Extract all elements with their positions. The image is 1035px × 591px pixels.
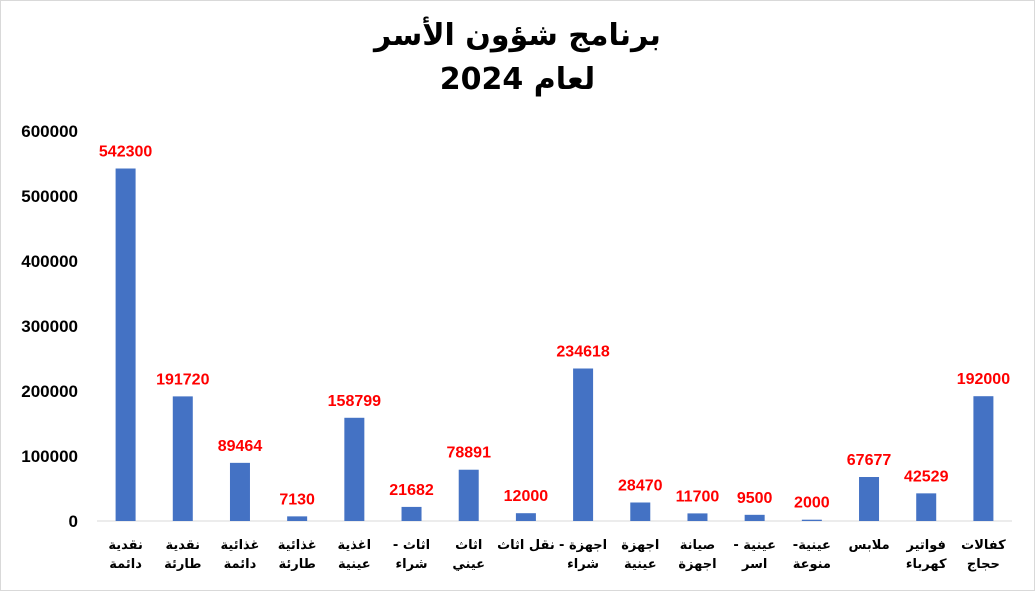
x-tick-label: عيني: [452, 557, 485, 572]
bar: [458, 469, 479, 521]
x-tick-label: حجاج: [967, 557, 1000, 572]
bar: [344, 417, 365, 521]
y-tick-label: 200000: [21, 382, 78, 401]
chart-subtitle: لعام 2024: [439, 62, 596, 97]
y-tick-label: 400000: [21, 252, 78, 271]
chart-title: برنامج شؤون الأسر: [374, 18, 661, 53]
x-tick-label: شراء: [396, 557, 428, 572]
bar: [744, 514, 765, 521]
bar: [973, 396, 994, 521]
data-label: 78891: [446, 445, 491, 462]
x-tick-label: كهرباء: [906, 557, 947, 572]
x-tick-label: اجهزة: [678, 557, 716, 572]
data-label: 158799: [328, 393, 381, 410]
x-tick-label: غذائية: [278, 538, 317, 553]
data-label: 12000: [504, 488, 549, 505]
data-label: 192000: [957, 371, 1010, 388]
y-tick-label: 600000: [21, 122, 78, 141]
y-tick-label: 500000: [21, 187, 78, 206]
y-tick-label: 0: [69, 512, 78, 531]
y-tick-label: 300000: [21, 317, 78, 336]
x-tick-label: شراء: [567, 557, 599, 572]
bar: [916, 493, 937, 521]
bar: [287, 516, 308, 521]
x-tick-label: دائمة: [109, 557, 142, 572]
data-label: 11700: [676, 488, 720, 505]
x-tick-label: عينية: [624, 557, 657, 572]
bar: [401, 506, 422, 521]
data-label: 7130: [279, 491, 315, 508]
x-tick-label: طارئة: [278, 557, 315, 572]
data-label: 9500: [737, 490, 773, 507]
data-label: 234618: [556, 343, 609, 360]
data-label: 89464: [218, 438, 263, 455]
x-tick-label: نقدية: [166, 538, 201, 553]
bar: [115, 168, 136, 521]
data-label: 21682: [389, 482, 434, 499]
data-label: 542300: [99, 144, 152, 161]
y-tick-label: 100000: [21, 447, 78, 466]
x-tick-label: عينية-: [793, 538, 831, 553]
x-tick-label: اثاث: [455, 538, 482, 553]
data-label: 28470: [618, 477, 663, 494]
bar: [172, 396, 193, 521]
x-tick-label: اثاث -: [393, 538, 430, 553]
x-tick-label: فواتير: [906, 538, 946, 553]
data-label: 42529: [904, 468, 949, 485]
bar: [859, 477, 880, 521]
x-tick-label: صيانة: [680, 538, 716, 553]
x-tick-label: منوعة: [793, 557, 831, 572]
bar: [630, 502, 651, 521]
x-tick-label: اجهزة: [621, 538, 659, 553]
x-tick-label: عينية: [338, 557, 371, 572]
data-label: 191720: [156, 371, 209, 388]
data-label: 67677: [847, 452, 892, 469]
x-tick-label: نقل اثاث: [497, 538, 555, 553]
bar: [229, 462, 250, 521]
x-tick-label: ملابس: [848, 538, 889, 553]
x-tick-label: طارئة: [164, 557, 201, 572]
x-tick-label: اسر: [741, 557, 767, 572]
bar: [801, 519, 822, 521]
x-tick-label: دائمة: [224, 557, 257, 572]
bar: [687, 513, 708, 521]
x-tick-label: عينية -: [733, 538, 776, 553]
x-tick-label: غذائية: [221, 538, 260, 553]
bar: [573, 368, 594, 521]
x-tick-label: كفالات: [961, 538, 1006, 553]
x-tick-label: اغذية: [338, 538, 372, 553]
x-tick-label: اجهزة -: [559, 538, 607, 553]
bar: [515, 513, 536, 521]
x-tick-label: نقدية: [108, 538, 143, 553]
data-label: 2000: [794, 495, 830, 512]
